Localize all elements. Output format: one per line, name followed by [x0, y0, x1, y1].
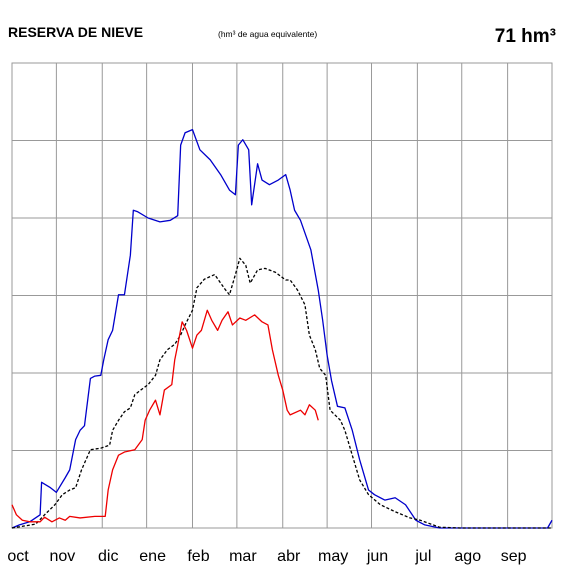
- x-tick-label: nov: [49, 548, 75, 565]
- x-tick-label: ene: [139, 548, 166, 565]
- x-tick-label: jul: [414, 548, 431, 565]
- x-tick-label: abr: [277, 548, 301, 565]
- x-tick-label: mar: [229, 548, 257, 565]
- x-tick-label: ago: [454, 548, 481, 565]
- x-tick-label: sep: [501, 548, 527, 565]
- x-tick-label: jun: [366, 548, 388, 565]
- series-line: [11, 257, 552, 529]
- x-tick-label: oct: [7, 548, 29, 565]
- series-line: [11, 129, 553, 529]
- total-value: 71 hm³: [495, 26, 556, 47]
- x-tick-label: feb: [187, 548, 209, 565]
- chart-title: RESERVA DE NIEVE: [8, 24, 143, 40]
- series-line: [11, 309, 319, 523]
- chart-subtitle: (hm³ de agua equivalente): [218, 29, 317, 39]
- x-tick-label: may: [318, 548, 348, 565]
- x-tick-label: dic: [98, 548, 118, 565]
